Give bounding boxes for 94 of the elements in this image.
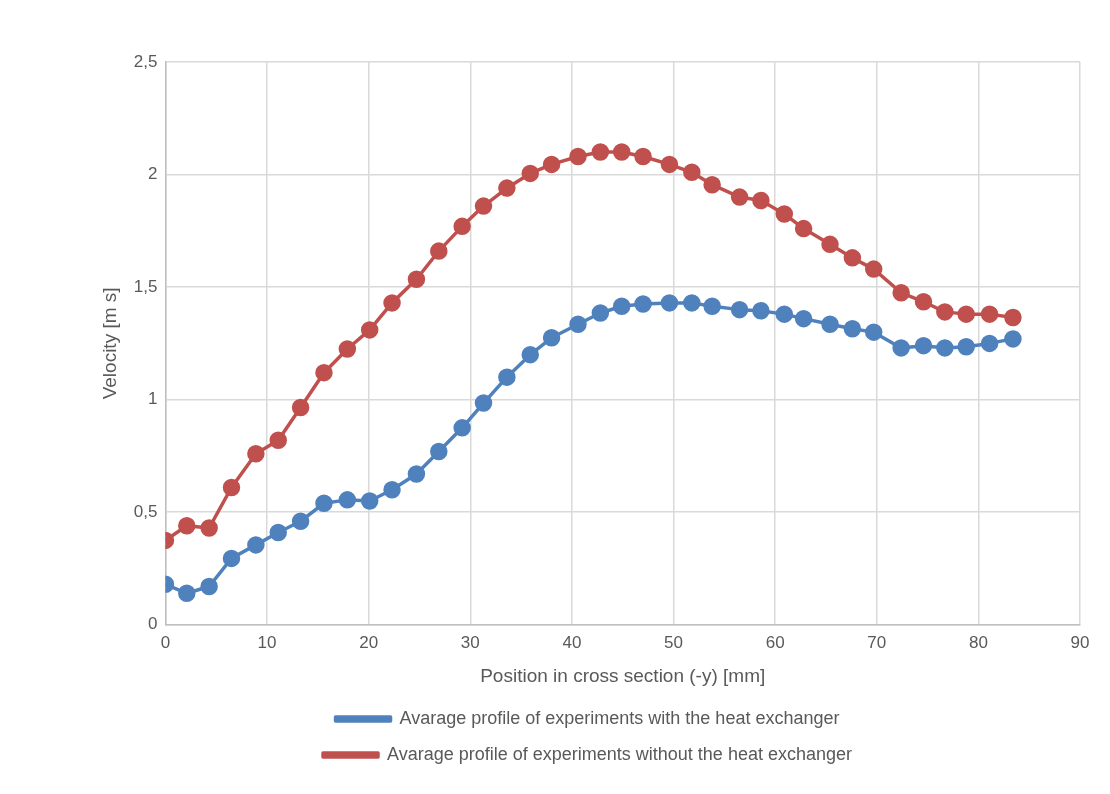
- point: [360, 321, 379, 339]
- y-tick-label: 0,5: [133, 501, 158, 521]
- point: [794, 309, 813, 328]
- legend-label: Avarage profile of experiments with the heat exchanger: [399, 707, 840, 728]
- point: [383, 480, 401, 499]
- x-tick-label: 50: [664, 632, 683, 652]
- point: [864, 260, 883, 278]
- point: [752, 302, 770, 320]
- point: [752, 191, 770, 210]
- y-tick-label: 1: [147, 389, 158, 409]
- point: [521, 345, 539, 364]
- point: [315, 494, 333, 512]
- point: [430, 442, 448, 461]
- point: [591, 304, 610, 322]
- point: [936, 303, 954, 321]
- x-tick-label: 90: [1070, 632, 1090, 652]
- y-axis-title: Velocity [m s]: [98, 287, 120, 400]
- point: [843, 249, 862, 267]
- point: [474, 197, 493, 215]
- point: [703, 297, 721, 316]
- x-tick-label: 20: [359, 632, 379, 652]
- x-tick-label: 40: [562, 632, 582, 652]
- point: [612, 297, 631, 316]
- point: [936, 339, 954, 357]
- point: [821, 235, 839, 254]
- point: [383, 294, 401, 312]
- y-tick-label: 0: [147, 614, 158, 634]
- point: [407, 465, 426, 483]
- point: [269, 431, 287, 449]
- point: [1004, 330, 1022, 348]
- point: [794, 219, 813, 238]
- point: [407, 270, 426, 288]
- x-tick-label: 10: [257, 632, 277, 652]
- point: [315, 363, 333, 382]
- point: [683, 163, 701, 182]
- point: [542, 155, 561, 174]
- point: [247, 536, 265, 554]
- x-tick-label: 60: [765, 632, 785, 652]
- point: [498, 179, 516, 197]
- point: [980, 305, 999, 323]
- point: [430, 242, 448, 260]
- point: [957, 338, 975, 356]
- point: [730, 300, 749, 319]
- point: [864, 323, 883, 341]
- point: [498, 368, 516, 386]
- point: [200, 577, 218, 596]
- point: [291, 398, 310, 417]
- point: [821, 315, 839, 334]
- point: [914, 293, 933, 311]
- point: [521, 164, 539, 183]
- point: [843, 320, 862, 338]
- point: [957, 305, 975, 323]
- point: [338, 491, 357, 509]
- point: [291, 512, 310, 530]
- point: [474, 394, 493, 412]
- x-tick-label: 30: [460, 632, 480, 652]
- legend-label: Avarage profile of experiments without the heat exchanger: [387, 743, 852, 764]
- point: [703, 175, 721, 194]
- point: [892, 284, 910, 302]
- point: [660, 155, 679, 174]
- point: [634, 295, 652, 313]
- y-tick-label: 2,5: [133, 51, 158, 71]
- point: [683, 294, 701, 312]
- point: [775, 305, 794, 323]
- point: [178, 584, 196, 603]
- y-tick-label: 1,5: [133, 276, 158, 296]
- point: [660, 294, 679, 312]
- y-tick-label: 2: [147, 164, 158, 184]
- point: [222, 549, 241, 568]
- point: [730, 188, 749, 206]
- x-tick-label: 70: [867, 632, 887, 652]
- point: [914, 336, 933, 355]
- point: [200, 519, 218, 537]
- point: [569, 147, 587, 166]
- x-tick-label: 80: [968, 632, 988, 652]
- point: [453, 217, 471, 236]
- x-tick-label: 0: [160, 632, 171, 652]
- point: [569, 315, 587, 334]
- point: [1004, 308, 1022, 327]
- point: [612, 143, 631, 161]
- point: [775, 205, 794, 223]
- point: [360, 492, 379, 510]
- point: [892, 339, 910, 357]
- point: [178, 517, 196, 535]
- point: [453, 419, 471, 437]
- point: [591, 143, 610, 161]
- point: [980, 334, 999, 353]
- point: [634, 147, 652, 166]
- x-axis-title: Position in cross section (-y) [mm]: [480, 664, 766, 686]
- point: [542, 329, 561, 347]
- point: [222, 478, 241, 497]
- point: [269, 523, 287, 542]
- point: [338, 340, 357, 358]
- point: [247, 444, 265, 463]
